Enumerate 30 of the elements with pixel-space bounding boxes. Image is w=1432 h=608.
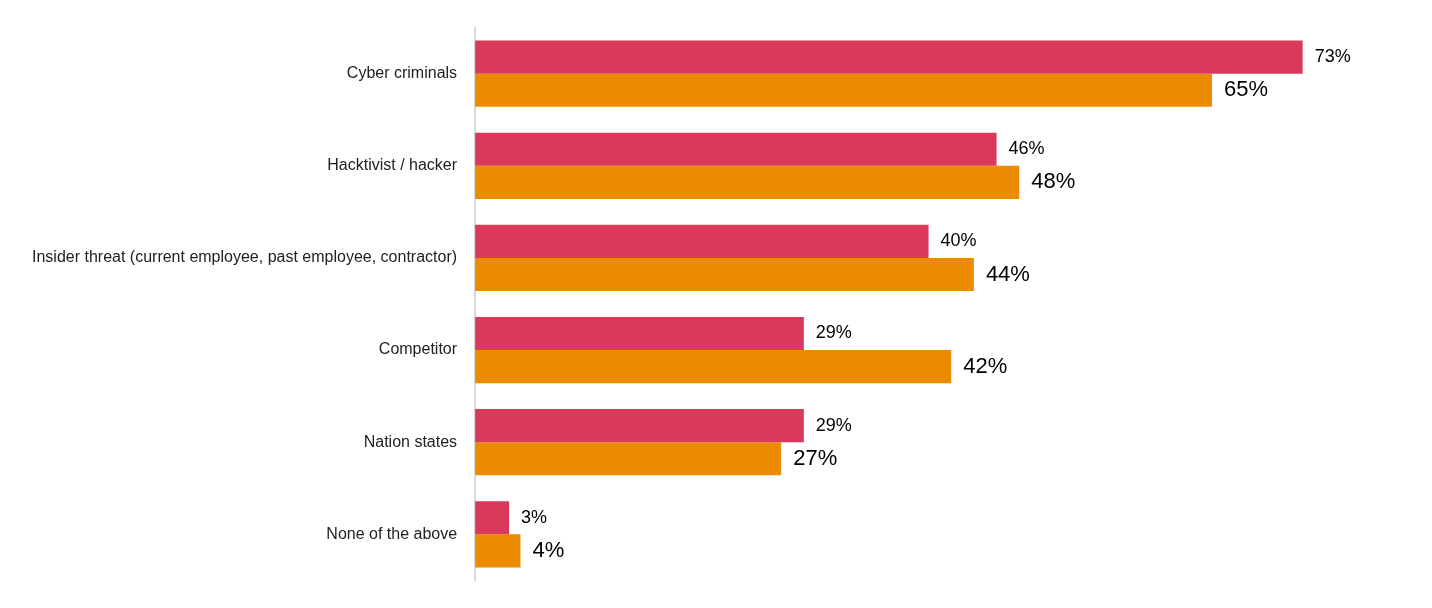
y-tick-label: Insider threat (current employee, past employee, contractor)	[31, 248, 458, 266]
data-label: 3%	[521, 506, 548, 527]
bar	[475, 40, 1303, 74]
y-tick-label: None of the above	[326, 524, 458, 542]
data-label: 27%	[793, 444, 838, 470]
bar	[475, 224, 929, 258]
y-tick-label: Cyber criminals	[346, 64, 458, 82]
y-tick-label: Hacktivist / hacker	[327, 156, 458, 174]
data-label: 44%	[985, 260, 1030, 286]
data-label: 48%	[1031, 168, 1076, 194]
data-label: 73%	[1314, 46, 1351, 67]
bar	[475, 350, 952, 384]
bar	[475, 73, 1212, 107]
bar	[475, 132, 997, 166]
y-tick-label: Nation states	[363, 432, 458, 450]
y-tick-label: Competitor	[378, 340, 458, 358]
data-label: 4%	[532, 536, 565, 562]
data-label: 29%	[815, 322, 852, 343]
bar	[475, 534, 521, 568]
bar	[475, 316, 804, 351]
data-label: 29%	[815, 414, 852, 435]
data-label: 46%	[1008, 138, 1045, 159]
bar	[475, 501, 510, 535]
data-label: 42%	[963, 352, 1008, 378]
bar	[475, 442, 782, 476]
data-label: 40%	[940, 230, 977, 251]
bar	[475, 257, 974, 292]
bar	[475, 165, 1020, 199]
bar	[475, 409, 804, 443]
data-label: 65%	[1223, 76, 1268, 102]
